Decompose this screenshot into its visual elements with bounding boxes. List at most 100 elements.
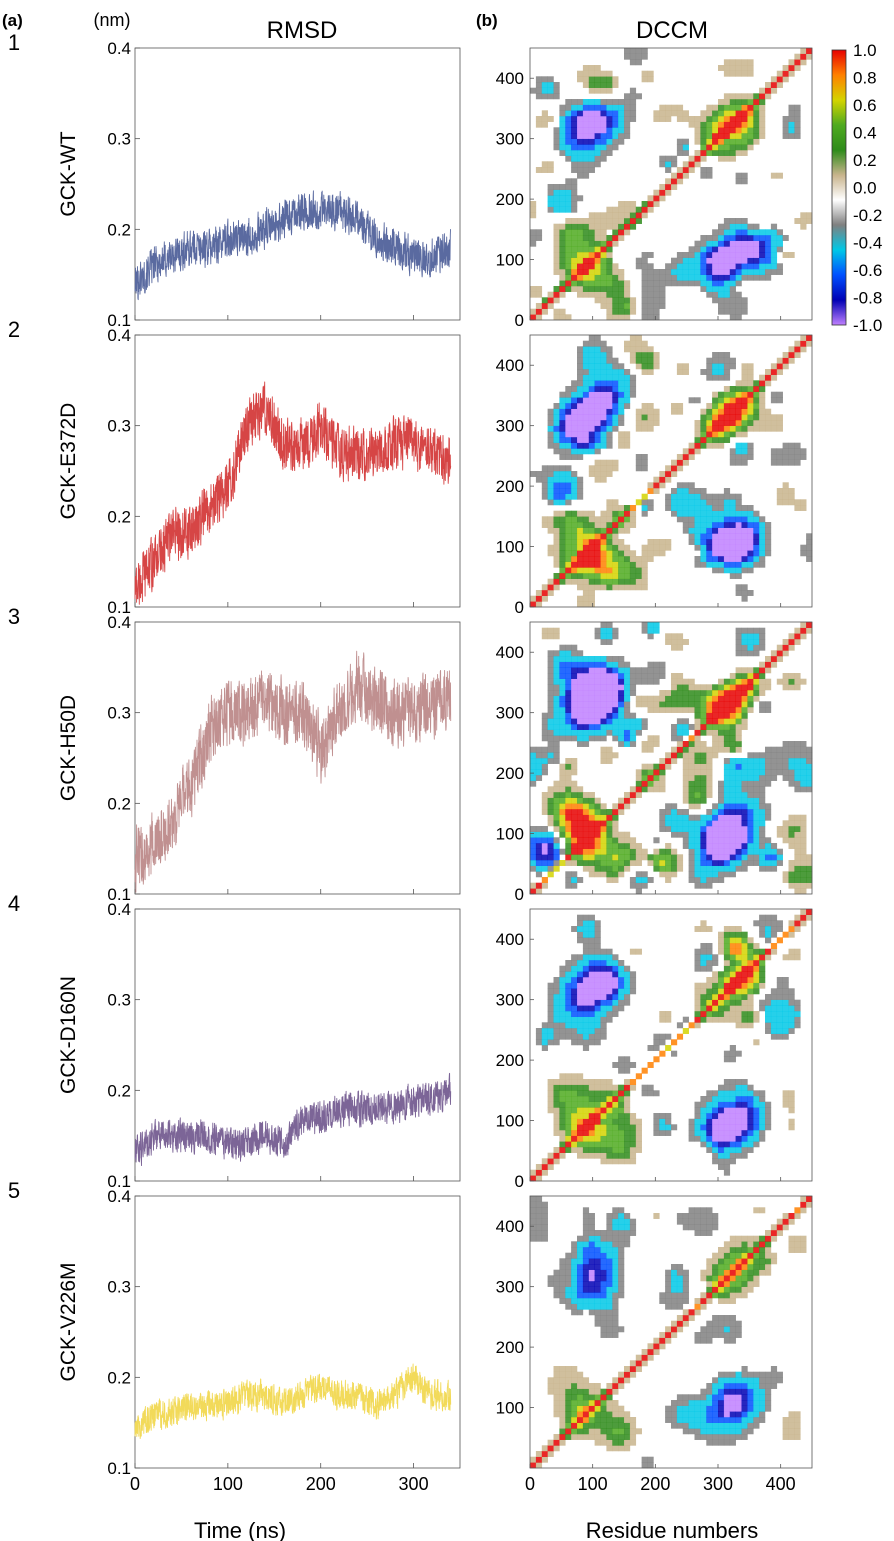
dccm-cell [712,746,719,753]
dccm-cell [788,684,795,691]
dccm-cell [582,854,590,861]
dccm-cell [600,1303,607,1310]
dccm-cell [747,510,754,517]
dccm-cell [770,235,778,241]
dccm-cell [600,1275,607,1282]
dccm-cell [694,741,701,747]
dccm-cell [794,127,801,134]
dccm-cell [594,1005,601,1012]
dccm-cell [800,831,807,838]
dccm-cell [594,522,601,528]
dccm-cell [700,724,707,730]
dccm-cell [800,633,807,640]
dccm-cell [741,527,748,534]
dccm-cell [588,601,595,608]
dccm-cell [718,690,725,696]
dccm-cell [535,116,543,122]
dccm-cell [588,471,595,477]
dccm-cell [706,539,713,545]
row-index: 3 [8,604,20,629]
dccm-cell [688,482,695,489]
dccm-cell [600,695,607,702]
dccm-cell [741,1011,748,1017]
dccm-cell [571,471,578,477]
dccm-cell [547,297,554,304]
dccm-cell [541,837,548,844]
dccm-cell [741,1113,748,1119]
dccm-cell [706,763,713,770]
dccm-cell [712,871,719,878]
dccm-cell [776,229,783,236]
dccm-cell [688,1422,695,1429]
dccm-cell [571,1084,578,1091]
dccm-cell [624,121,631,128]
dccm-cell [553,516,560,523]
dccm-cell [594,408,601,415]
dccm-cell [788,882,795,889]
dccm-cell [547,848,554,855]
dccm-cell [741,667,748,674]
dccm-cell [653,786,660,793]
dccm-cell [700,1417,707,1423]
dccm-cell [571,1252,578,1259]
dccm-cell [776,246,783,253]
dccm-cell [682,729,689,736]
dccm-cell [765,1118,772,1125]
dccm-cell [582,1224,590,1231]
dccm-cell [712,1101,719,1108]
dccm-cell [547,76,554,83]
dccm-cell [553,269,560,275]
dccm-cell [565,263,572,270]
dccm-cell [600,110,607,117]
dccm-cell [700,786,707,793]
dccm-cell [788,1016,795,1023]
dccm-cell [641,877,648,883]
dccm-cell [782,650,789,657]
dccm-cell [706,988,713,995]
dccm-cell [612,1247,619,1253]
dccm-frame [529,47,813,321]
dccm-cell [665,1292,672,1299]
dccm-cell [653,1090,660,1097]
dccm-cell [624,673,631,679]
dccm-cell [588,595,595,602]
dccm-cell [635,1130,642,1136]
dccm-cell [553,999,560,1006]
dccm-cell [723,1158,731,1165]
dccm-cell [729,843,736,849]
dccm-cell [759,1096,766,1102]
dccm-cell [577,860,584,866]
dccm-cell [653,1045,660,1051]
dccm-cell [800,505,807,511]
dccm-cell [688,1135,695,1142]
dccm-cell [559,718,566,725]
dccm-cell [594,871,601,878]
dccm-cell [600,627,607,634]
dccm-cell [571,578,578,585]
dccm-cell [682,775,689,781]
dccm-cell [600,1394,607,1401]
dccm-cell [741,639,748,645]
dccm-cell [806,854,813,861]
dccm-cell [653,274,660,281]
dccm-cell [618,843,625,849]
dccm-cell [770,76,778,83]
dccm-cell [735,937,742,944]
dccm-cell [700,746,707,753]
dccm-cell [565,1422,572,1429]
dccm-cell [612,263,619,270]
dccm-cell [700,1230,707,1236]
dccm-cell [729,977,736,983]
dccm-cell [541,843,548,849]
dccm-cell [559,820,566,827]
dccm-cell [671,1292,678,1299]
dccm-cell [723,363,731,370]
dccm-cell [588,82,595,88]
dccm-cell [676,1394,684,1401]
dccm-cell [729,1135,736,1142]
dccm-cell [635,888,642,895]
dccm-cell [770,752,778,759]
dccm-cell [723,516,731,523]
dccm-cell [788,860,795,866]
dccm-cell [653,1213,660,1219]
